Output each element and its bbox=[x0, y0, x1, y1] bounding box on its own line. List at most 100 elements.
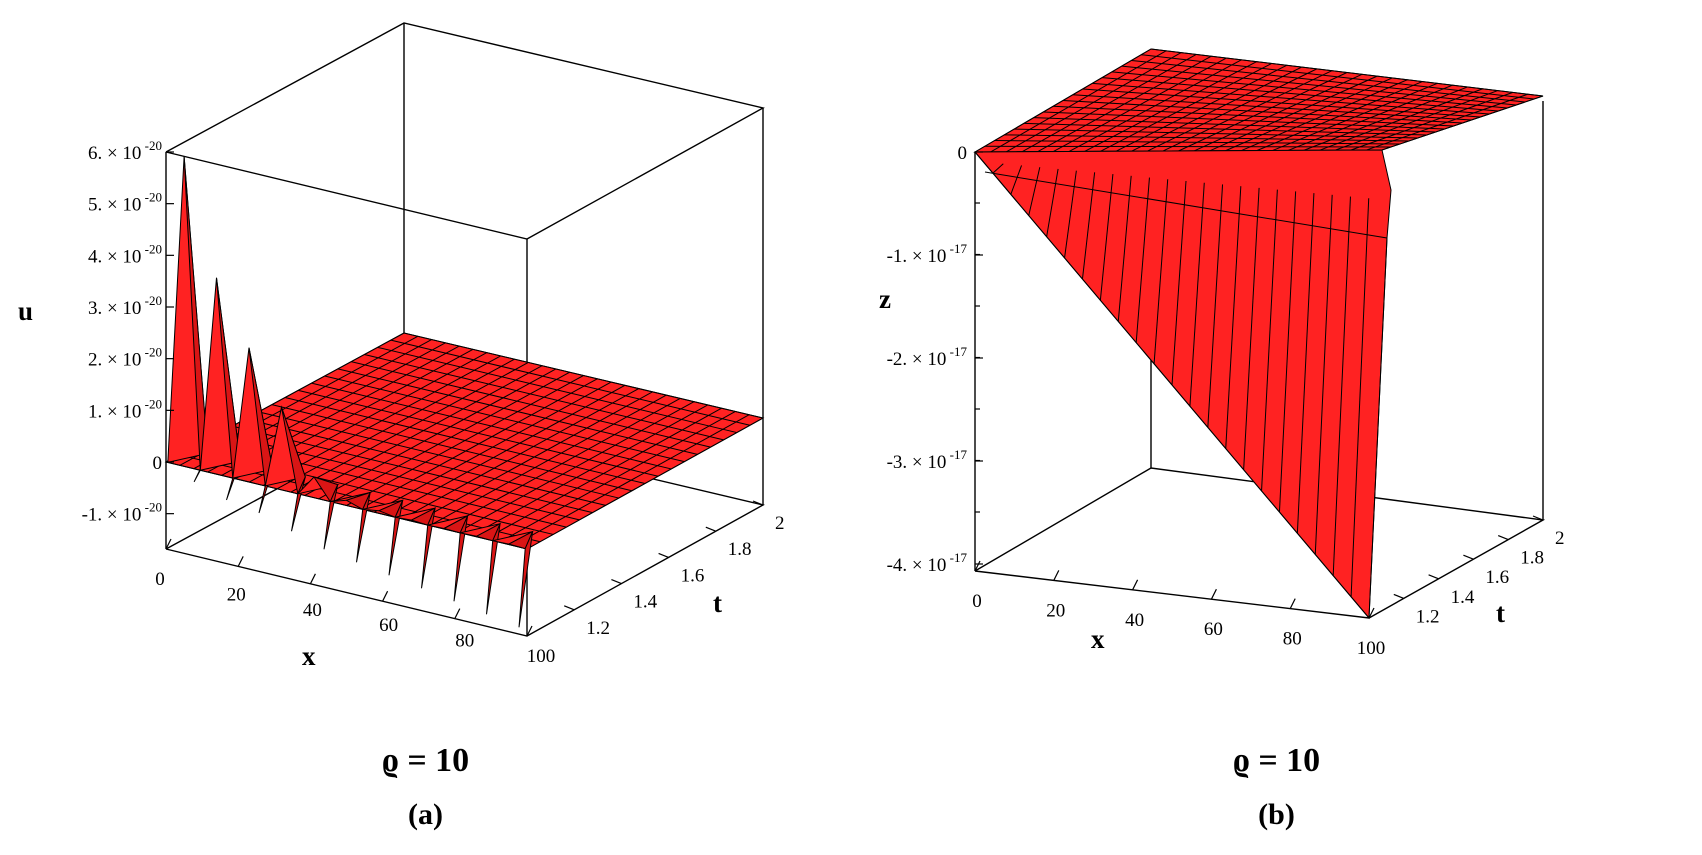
z-tick-label-a: 3. × 10 -20 bbox=[88, 293, 162, 319]
grid-line-t-a bbox=[324, 375, 685, 463]
grid-line-t-a bbox=[245, 418, 606, 506]
t-tick-b bbox=[1428, 574, 1439, 580]
curtain-grid-b bbox=[1314, 194, 1333, 555]
t-tick-a bbox=[658, 552, 669, 558]
curtain-grid-b bbox=[1010, 165, 1023, 195]
z-tick-label-b: -1. × 10 -17 bbox=[887, 241, 968, 267]
grid-line-t-b bbox=[1082, 88, 1481, 118]
grid-line-t-a bbox=[377, 346, 737, 434]
spike-trough-a bbox=[323, 484, 339, 550]
grid-line-t-b bbox=[1023, 122, 1427, 136]
curtain-grid-b bbox=[1207, 184, 1224, 428]
spike-trough-a bbox=[486, 523, 501, 615]
t-tick-label-a: 1.4 bbox=[633, 592, 657, 613]
z-tick-label-a: 1. × 10 -20 bbox=[88, 396, 162, 422]
x-tick-a bbox=[309, 573, 316, 585]
grid-line-t-b bbox=[1053, 105, 1454, 127]
t-tick-label-b: 1.4 bbox=[1451, 587, 1475, 608]
curtain-grid-b bbox=[1332, 196, 1351, 576]
t-tick-b bbox=[1532, 515, 1544, 521]
spike-trough-a bbox=[453, 515, 469, 602]
z-tick-label-a: 4. × 10 -20 bbox=[88, 241, 162, 267]
x-tick-label-b: 100 bbox=[1357, 638, 1386, 659]
curtain-grid-b bbox=[1225, 186, 1242, 449]
t-tick-label-b: 1.6 bbox=[1485, 567, 1509, 588]
x-tick-a bbox=[165, 538, 172, 550]
grid-line-t-a bbox=[298, 389, 659, 477]
curtain-right-edge-b bbox=[1368, 237, 1388, 619]
grid-line-t-b bbox=[984, 145, 1391, 148]
curtain-grid-b bbox=[1171, 180, 1187, 386]
chart-a: 6. × 10 -20 5. × 10 -20 4. × 10 -20 3. × 10… bbox=[18, 22, 785, 831]
curtain-grid-b bbox=[1296, 193, 1315, 534]
t-tick-a bbox=[611, 579, 622, 585]
t-tick-label-b: 1.8 bbox=[1520, 548, 1544, 569]
x-tick-label-a: 60 bbox=[379, 615, 398, 636]
curtain-grid-b bbox=[1099, 174, 1114, 301]
z-axis-label-a: u bbox=[18, 296, 33, 326]
x-tick-a bbox=[454, 608, 461, 619]
t-tick-label-a: 1.8 bbox=[728, 539, 752, 560]
t-tick-label-a: 1.6 bbox=[681, 565, 705, 586]
curtain-grid-b bbox=[1117, 175, 1132, 322]
t-tick-label-b: 2 bbox=[1555, 528, 1565, 549]
chart-a-label: (a) bbox=[408, 798, 443, 831]
chart-b-label: (b) bbox=[1258, 798, 1295, 831]
spike-trough-a bbox=[388, 500, 404, 576]
t-tick-label-a: 1.2 bbox=[586, 618, 610, 639]
z-tick-label-a: 2. × 10 -20 bbox=[88, 345, 162, 371]
grid-line-t-b bbox=[1072, 94, 1472, 121]
t-tick-a bbox=[752, 500, 764, 506]
spike-trough-a bbox=[421, 507, 436, 589]
x-tick-a bbox=[237, 556, 244, 567]
chart-a-parameter: ϱ = 10 bbox=[381, 742, 470, 779]
x-tick-b bbox=[1289, 598, 1296, 609]
z-tick-label-a: 0 bbox=[153, 453, 163, 474]
z-tick-label-a: 6. × 10 -20 bbox=[88, 138, 162, 164]
grid-line-t-b bbox=[994, 140, 1400, 145]
grid-line-t-b bbox=[1102, 77, 1499, 112]
grid-line-t-a bbox=[271, 404, 633, 492]
t-tick-label-b: 1.2 bbox=[1416, 606, 1440, 627]
curtain-crease-b bbox=[984, 171, 1388, 239]
grid-line-t-b bbox=[1131, 59, 1526, 103]
curtain-grid-b bbox=[1064, 170, 1077, 258]
t-tick-b bbox=[1393, 593, 1405, 599]
x-tick-b bbox=[974, 560, 981, 572]
spike-trough-a bbox=[518, 531, 534, 628]
curtain-grid-b bbox=[992, 163, 1004, 174]
chart-b-plot: 0 -1. × 10 -17 -2. × 10 -17 -3. × 10 -17 -4.… bbox=[879, 48, 1565, 659]
x-tick-a bbox=[526, 625, 533, 637]
spike-trough-a bbox=[356, 492, 371, 563]
x-tick-label-a: 80 bbox=[455, 631, 474, 652]
x-tick-b bbox=[1210, 588, 1217, 600]
grid-line-t-b bbox=[1033, 117, 1436, 133]
curtain-grid-b bbox=[1081, 172, 1096, 280]
curtain-grid-b bbox=[1350, 198, 1370, 597]
x-tick-label-b: 0 bbox=[972, 591, 982, 612]
t-tick-b bbox=[1497, 535, 1509, 541]
x-tick-label-b: 40 bbox=[1125, 610, 1144, 631]
x-tick-b bbox=[1053, 570, 1060, 581]
grid-line-t-b bbox=[1150, 48, 1544, 97]
grid-line-t-b bbox=[1062, 100, 1463, 124]
x-tick-label-b: 20 bbox=[1046, 600, 1065, 621]
grid-line-t-a bbox=[403, 332, 764, 419]
curtain-grid-b bbox=[1278, 191, 1297, 513]
grid-line-t-a bbox=[311, 382, 672, 470]
grid-line-t-b bbox=[1014, 128, 1418, 139]
grid-line-t-a bbox=[284, 397, 646, 484]
chart-a-plot: 6. × 10 -20 5. × 10 -20 4. × 10 -20 3. × 10… bbox=[18, 22, 785, 671]
x-tick-label-a: 0 bbox=[155, 569, 165, 590]
t-axis-label-b: t bbox=[1496, 598, 1505, 628]
t-tick-b bbox=[1463, 554, 1474, 560]
z-tick-label-b: -2. × 10 -17 bbox=[887, 344, 968, 370]
grid-line-t-b bbox=[1092, 82, 1490, 115]
t-tick-label-a: 2 bbox=[775, 513, 785, 534]
z-tick-label-b: 0 bbox=[958, 143, 968, 164]
grid-line-t-b bbox=[1043, 111, 1445, 130]
grid-line-t-b bbox=[1141, 54, 1535, 100]
z-axis-label-b: z bbox=[879, 284, 891, 314]
x-axis-label-a: x bbox=[302, 641, 316, 671]
curtain-grid-b bbox=[1046, 168, 1059, 237]
